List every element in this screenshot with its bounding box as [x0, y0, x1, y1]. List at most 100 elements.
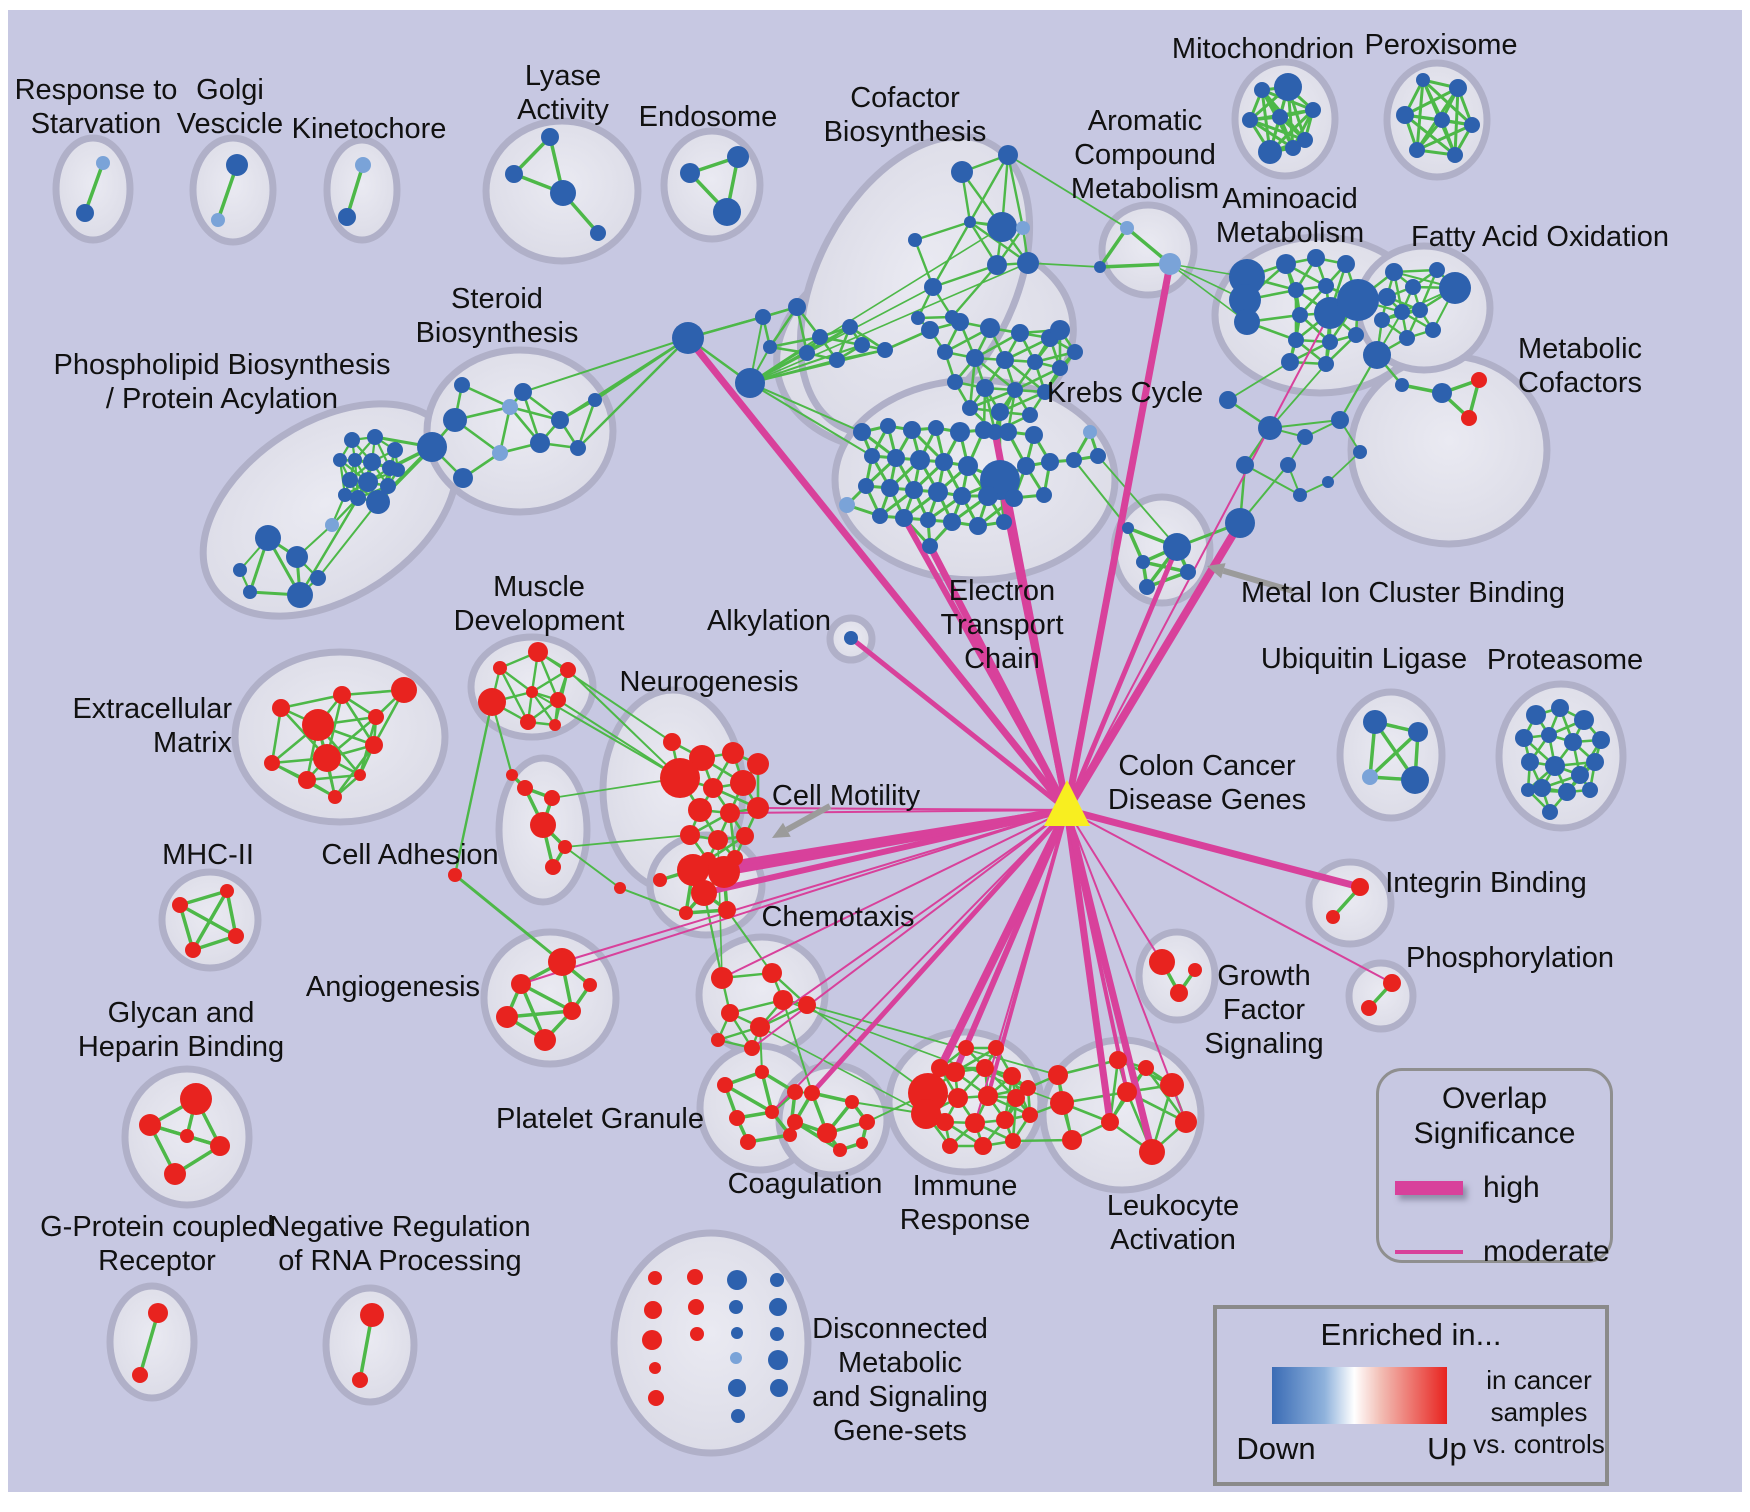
node-mitochondrion	[1297, 132, 1313, 148]
cluster-negative-regulation-rna-processing	[322, 1284, 418, 1406]
free-node	[1353, 445, 1367, 459]
label-response-to-starvation: Response to Starvation	[15, 74, 178, 140]
node-immune-response	[931, 1059, 949, 1077]
node-phospholipid-biosynthesis	[233, 563, 247, 577]
node-extracellular-matrix	[328, 790, 342, 804]
label-peroxisome: Peroxisome	[1364, 29, 1517, 61]
node-endosome	[680, 163, 700, 183]
node-muscle-development	[478, 688, 506, 716]
node-chemotaxis	[711, 967, 733, 989]
node-steroid-biosynthesis	[570, 440, 586, 456]
node-cofactor-biosynthesis	[1016, 221, 1030, 235]
node-electron-transport-chain	[910, 450, 930, 470]
node-electron-transport-chain	[895, 509, 913, 527]
enrichment-gradient-bar	[1272, 1367, 1447, 1424]
node-phospholipid-biosynthesis	[366, 490, 390, 514]
node-proteasome	[1574, 710, 1594, 730]
node-aromatic-compound-metabolism	[1094, 261, 1106, 273]
node-electron-transport-chain	[935, 453, 953, 471]
node-neurogenesis	[722, 742, 744, 764]
node-steroid-biosynthesis	[443, 408, 467, 432]
node-platelet-granule	[755, 1065, 769, 1079]
node-disconnected-gene-sets	[648, 1271, 662, 1285]
high-significance-swatch	[1395, 1181, 1463, 1195]
node-cell-motility	[679, 906, 693, 920]
node-electron-transport-chain	[1005, 489, 1023, 507]
node-fatty-acid-oxidation	[1439, 272, 1471, 304]
high-significance-label: high	[1483, 1171, 1540, 1204]
node-cell-motility	[691, 880, 717, 906]
node-proteasome	[1586, 753, 1604, 771]
node-proteasome	[1551, 699, 1569, 717]
node-chemotaxis	[744, 1040, 760, 1056]
node-aminoacid-metabolism	[1348, 327, 1364, 343]
node-negative-regulation-rna-processing	[352, 1372, 368, 1388]
node-immune-response	[911, 1099, 941, 1129]
node-phospholipid-biosynthesis	[286, 546, 308, 568]
free-node	[1280, 457, 1296, 473]
node-metal-ion-cluster-binding	[1136, 555, 1150, 569]
node-electron-transport-chain	[1066, 452, 1082, 468]
node-extracellular-matrix	[302, 709, 334, 741]
node-coagulation	[845, 1095, 859, 1109]
node-cell-motility	[677, 854, 709, 886]
node-electron-transport-chain	[1017, 457, 1035, 475]
node-coagulation	[859, 1114, 875, 1130]
node-phospholipid-biosynthesis	[338, 488, 352, 502]
label-phosphorylation: Phosphorylation	[1406, 942, 1614, 974]
node-electron-transport-chain	[950, 422, 970, 442]
node-cell-adhesion	[545, 859, 561, 875]
node-electron-transport-chain	[928, 420, 944, 436]
cell-motility-arrow	[772, 822, 791, 838]
node-krebs-cycle	[1007, 382, 1023, 398]
label-coagulation: Coagulation	[728, 1168, 883, 1200]
node-disconnected-gene-sets	[768, 1350, 788, 1370]
label-lyase-activity: Lyase Activity	[517, 60, 609, 126]
node-phosphorylation	[1383, 974, 1401, 992]
node-proteasome	[1521, 753, 1539, 771]
node-phospholipid-biosynthesis	[325, 518, 339, 532]
legend-enriched-title: Enriched in...	[1320, 1317, 1502, 1352]
label-immune-response: Immune Response	[900, 1170, 1031, 1236]
node-glycan-heparin-binding	[210, 1136, 230, 1156]
node-phospholipid-biosynthesis	[344, 432, 360, 448]
node-immune-response	[1003, 1067, 1021, 1085]
label-chemotaxis: Chemotaxis	[761, 901, 914, 933]
node-proteasome	[1515, 729, 1533, 747]
node-mitochondrion	[1274, 73, 1302, 101]
node-immune-response	[1022, 1107, 1038, 1123]
node-phospholipid-biosynthesis	[387, 442, 403, 458]
node-phospholipid-biosynthesis	[348, 453, 362, 467]
node-fatty-acid-oxidation	[1412, 302, 1428, 318]
node-aminoacid-metabolism	[1281, 353, 1299, 371]
node-krebs-cycle	[1067, 344, 1083, 360]
node-disconnected-gene-sets	[730, 1352, 742, 1364]
node-electron-transport-chain	[1036, 487, 1052, 503]
node-electron-transport-chain	[953, 487, 971, 505]
free-node	[1293, 488, 1307, 502]
node-krebs-cycle	[763, 340, 777, 354]
node-electron-transport-chain	[922, 538, 938, 554]
node-angiogenesis	[548, 948, 576, 976]
cluster-g-protein-coupled-receptor	[106, 1282, 198, 1402]
node-electron-transport-chain	[881, 479, 899, 497]
node-proteasome	[1582, 782, 1598, 798]
node-immune-response	[974, 1137, 992, 1155]
node-electron-transport-chain	[1083, 425, 1097, 439]
node-cofactor-biosynthesis	[908, 233, 922, 247]
moderate-significance-swatch	[1395, 1250, 1463, 1254]
node-extracellular-matrix	[264, 755, 280, 771]
node-muscle-development	[493, 661, 507, 675]
node-proteasome	[1541, 727, 1557, 743]
node-metabolic-cofactors	[1432, 383, 1452, 403]
free-node	[1331, 411, 1349, 429]
node-peroxisome	[1396, 106, 1414, 124]
node-fatty-acid-oxidation	[1378, 288, 1396, 306]
node-disconnected-gene-sets	[687, 1269, 703, 1285]
label-neurogenesis: Neurogenesis	[620, 666, 799, 698]
node-electron-transport-chain	[872, 508, 888, 524]
label-platelet-granule: Platelet Granule	[496, 1103, 704, 1135]
node-mitochondrion	[1305, 102, 1321, 118]
label-aminoacid-metabolism: Aminoacid Metabolism	[1216, 183, 1364, 249]
node-leukocyte-activation	[1138, 1060, 1154, 1076]
